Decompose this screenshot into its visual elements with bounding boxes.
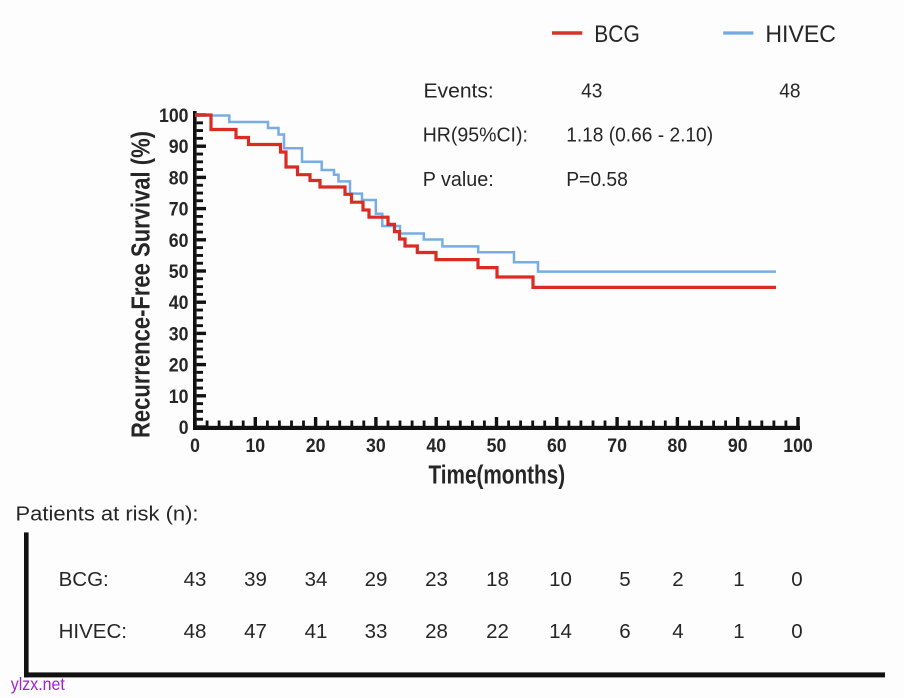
svg-text:50: 50 (169, 261, 189, 283)
svg-text:60: 60 (169, 230, 189, 252)
svg-text:1: 1 (733, 620, 744, 643)
svg-text:48: 48 (184, 620, 207, 643)
svg-text:Recurrence-Free Survival (%): Recurrence-Free Survival (%) (128, 131, 156, 438)
svg-text:47: 47 (244, 620, 267, 643)
svg-text:33: 33 (365, 620, 388, 643)
svg-text:40: 40 (169, 292, 189, 314)
svg-text:ylzx.net: ylzx.net (11, 674, 65, 694)
svg-text:0: 0 (791, 568, 802, 591)
svg-text:4: 4 (672, 620, 683, 643)
svg-text:40: 40 (426, 435, 446, 457)
svg-text:30: 30 (366, 435, 386, 457)
svg-text:10: 10 (169, 386, 189, 408)
svg-text:80: 80 (169, 167, 189, 189)
svg-text:29: 29 (365, 568, 388, 591)
svg-text:P=0.58: P=0.58 (566, 168, 628, 191)
svg-text:1: 1 (733, 568, 744, 591)
svg-text:30: 30 (169, 323, 189, 345)
svg-text:43: 43 (184, 568, 207, 591)
svg-text:22: 22 (486, 620, 509, 643)
svg-text:10: 10 (549, 568, 572, 591)
svg-text:HIVEC:: HIVEC: (59, 620, 127, 643)
svg-text:23: 23 (425, 568, 448, 591)
svg-text:Patients at risk (n):: Patients at risk (n): (16, 503, 199, 526)
svg-text:2: 2 (672, 568, 683, 591)
svg-text:0: 0 (791, 620, 802, 643)
svg-text:80: 80 (668, 435, 688, 457)
svg-text:39: 39 (244, 568, 267, 591)
svg-text:HR(95%CI):: HR(95%CI): (423, 124, 528, 147)
svg-text:0: 0 (190, 435, 200, 457)
svg-text:70: 70 (607, 435, 627, 457)
svg-text:14: 14 (549, 620, 572, 643)
svg-text:70: 70 (169, 199, 189, 221)
svg-text:10: 10 (245, 435, 265, 457)
svg-text:HIVEC: HIVEC (765, 21, 836, 48)
svg-text:43: 43 (581, 80, 602, 103)
svg-text:1.18 (0.66 - 2.10): 1.18 (0.66 - 2.10) (566, 124, 713, 147)
svg-text:5: 5 (619, 568, 630, 591)
svg-text:Events:: Events: (424, 80, 494, 103)
svg-text:Time(months): Time(months) (429, 461, 566, 489)
svg-text:41: 41 (305, 620, 328, 643)
svg-text:90: 90 (728, 435, 748, 457)
svg-text:P value:: P value: (423, 168, 494, 191)
svg-text:18: 18 (486, 568, 509, 591)
svg-text:48: 48 (779, 80, 800, 103)
svg-text:6: 6 (619, 620, 630, 643)
svg-text:BCG: BCG (594, 21, 640, 48)
svg-text:50: 50 (487, 435, 507, 457)
svg-text:100: 100 (783, 435, 813, 457)
svg-text:90: 90 (169, 136, 189, 158)
svg-text:34: 34 (305, 568, 328, 591)
svg-text:100: 100 (159, 105, 189, 127)
svg-text:60: 60 (547, 435, 567, 457)
svg-text:20: 20 (306, 435, 326, 457)
svg-text:20: 20 (169, 355, 189, 377)
svg-text:0: 0 (179, 417, 189, 439)
svg-text:BCG:: BCG: (59, 568, 109, 591)
svg-text:28: 28 (425, 620, 448, 643)
